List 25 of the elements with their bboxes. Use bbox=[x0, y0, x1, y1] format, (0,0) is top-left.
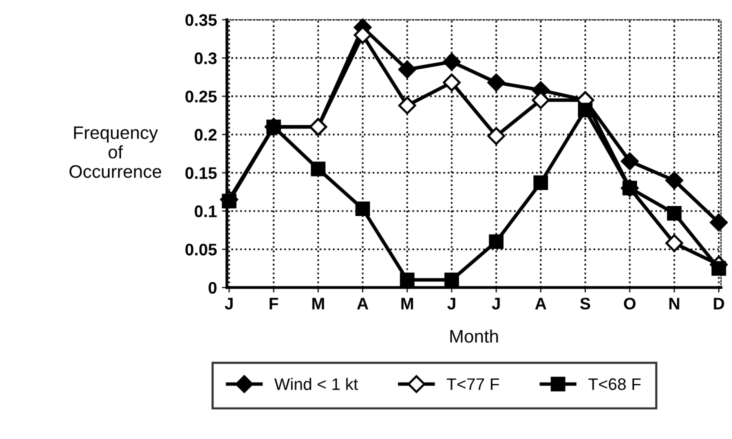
y-tick-label: 0.05 bbox=[185, 244, 217, 256]
x-tick-label: A bbox=[357, 298, 368, 310]
x-tick-label: J bbox=[447, 298, 456, 310]
y-tick-label: 0.35 bbox=[185, 14, 217, 26]
y-tick-label: 0 bbox=[208, 282, 217, 294]
y-tick-label: 0.1 bbox=[194, 205, 217, 218]
y-tick-label: 0.15 bbox=[185, 167, 217, 179]
x-tick-label: M bbox=[312, 298, 324, 310]
y-axis-title: Frequency of Occurrence bbox=[70, 126, 162, 178]
x-tick-label: S bbox=[580, 298, 590, 310]
x-tick-label: J bbox=[492, 298, 500, 310]
x-tick-label: F bbox=[270, 298, 278, 310]
x-tick-label: D bbox=[714, 298, 724, 310]
x-tick-label: J bbox=[224, 298, 233, 310]
y-tick-label: 0.2 bbox=[194, 128, 217, 141]
x-tick-label: M bbox=[401, 298, 414, 310]
legend-label: Wind < 1 kt bbox=[274, 378, 358, 390]
x-tick-label: O bbox=[624, 298, 636, 310]
legend-label: T<68 F bbox=[588, 378, 641, 390]
y-tick-label: 0.25 bbox=[185, 90, 217, 102]
x-tick-label: A bbox=[535, 298, 546, 310]
x-tick-label: N bbox=[669, 298, 680, 310]
legend-label: T<77 F bbox=[446, 378, 500, 390]
x-axis-title: Month bbox=[450, 329, 498, 343]
y-tick-label: 0.3 bbox=[194, 52, 217, 64]
